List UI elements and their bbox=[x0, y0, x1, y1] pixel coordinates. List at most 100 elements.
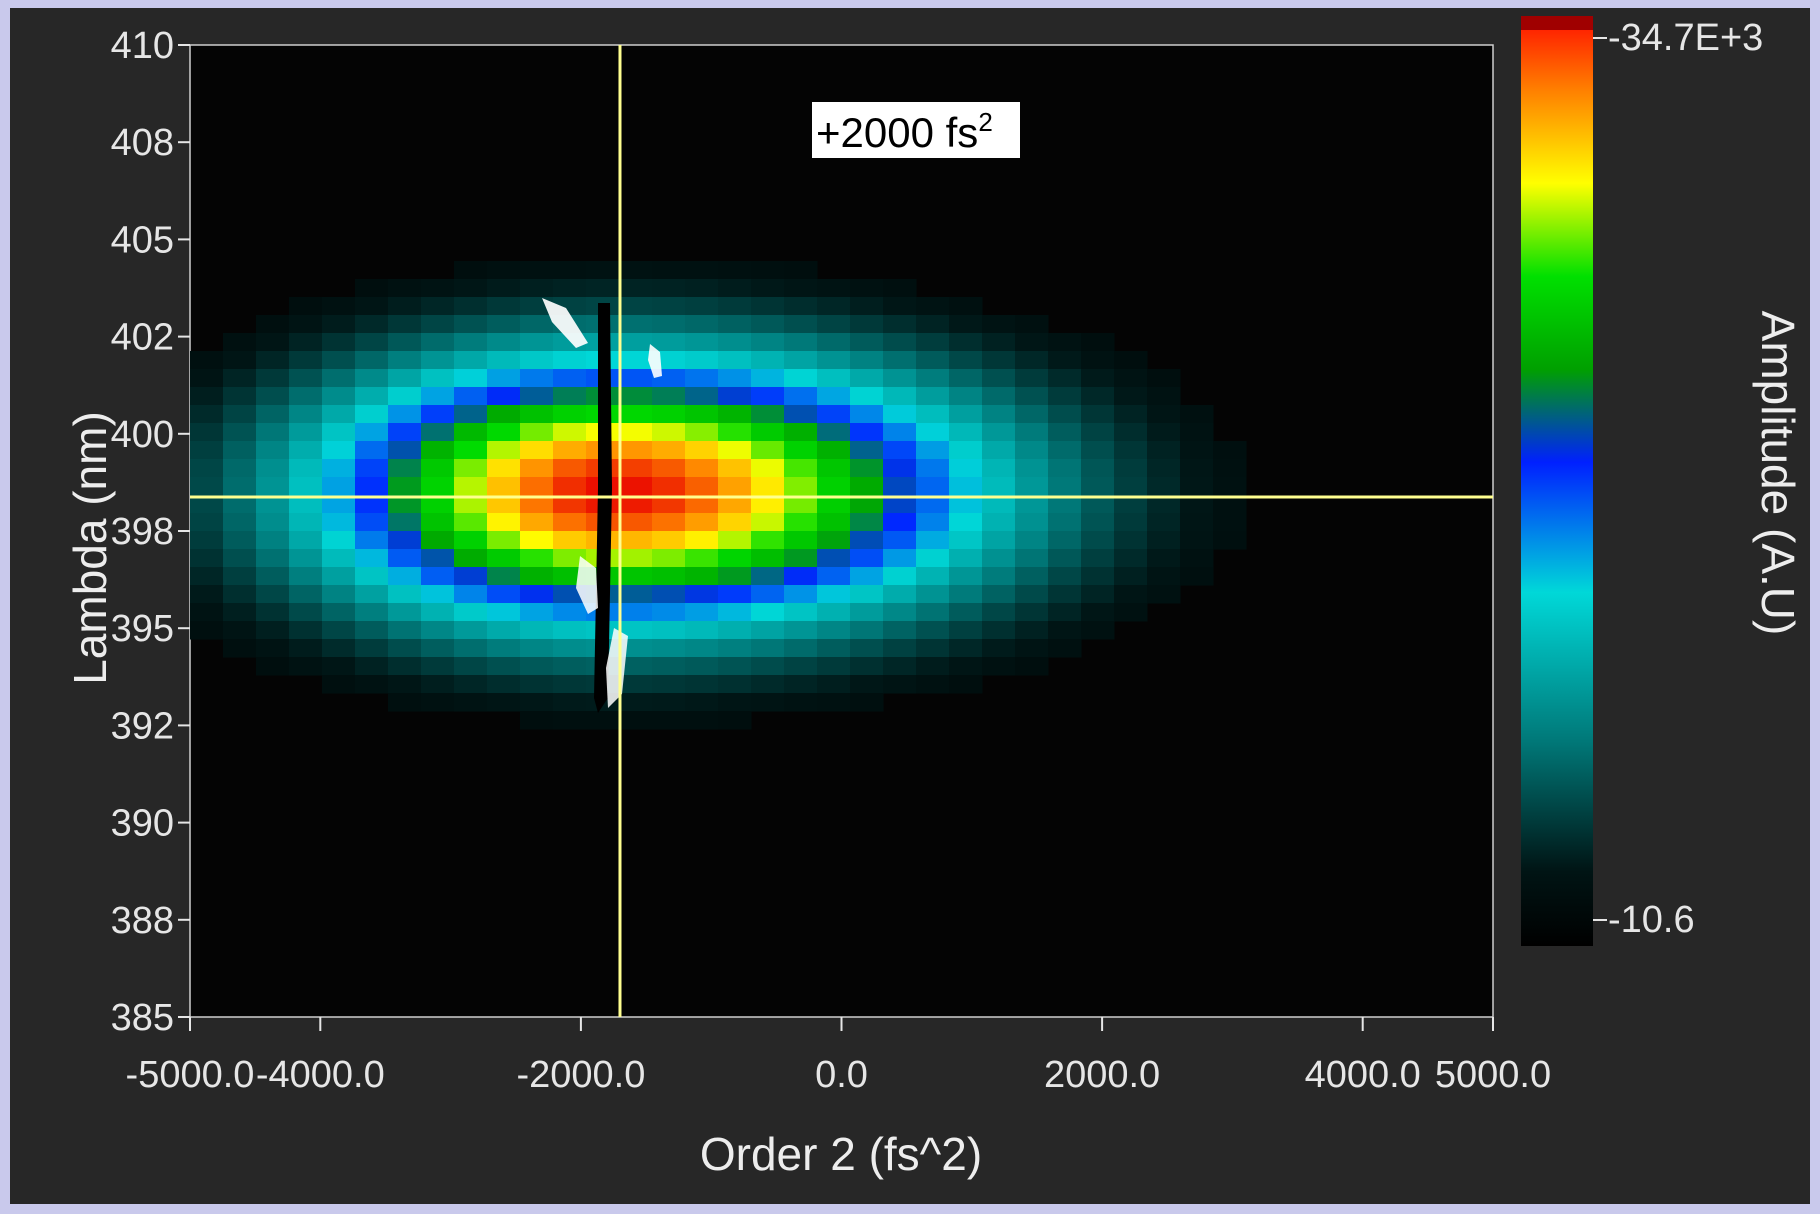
heatmap-cell bbox=[1015, 567, 1049, 586]
heatmap-cell bbox=[652, 657, 686, 676]
heatmap-cell bbox=[751, 279, 785, 298]
heatmap-cell bbox=[454, 585, 488, 604]
heatmap-cell bbox=[289, 621, 323, 640]
heatmap-cell bbox=[454, 261, 488, 280]
heatmap-cell bbox=[1213, 513, 1247, 532]
heatmap-cell bbox=[685, 531, 719, 550]
heatmap-cell bbox=[1048, 441, 1082, 460]
heatmap-cell bbox=[223, 441, 257, 460]
heatmap-cell bbox=[553, 495, 587, 514]
heatmap-cell bbox=[190, 567, 224, 586]
heatmap-cell bbox=[1015, 387, 1049, 406]
heatmap-cell bbox=[652, 333, 686, 352]
heatmap-cell bbox=[817, 423, 851, 442]
heatmap-cell bbox=[751, 675, 785, 694]
heatmap-cell bbox=[1081, 567, 1115, 586]
heatmap-cell bbox=[718, 657, 752, 676]
heatmap-cell bbox=[718, 567, 752, 586]
heatmap-cell bbox=[751, 567, 785, 586]
heatmap-cell bbox=[256, 441, 290, 460]
heatmap-cell bbox=[454, 603, 488, 622]
heatmap-cell bbox=[388, 549, 422, 568]
heatmap-cell bbox=[784, 513, 818, 532]
heatmap-cell bbox=[223, 585, 257, 604]
heatmap-cell bbox=[1048, 567, 1082, 586]
heatmap-cell bbox=[487, 513, 521, 532]
heatmap-cell bbox=[355, 405, 389, 424]
heatmap-cell bbox=[421, 315, 455, 334]
heatmap-cell bbox=[1015, 423, 1049, 442]
heatmap-cell bbox=[388, 459, 422, 478]
heatmap-cell bbox=[751, 333, 785, 352]
heatmap-cell bbox=[949, 603, 983, 622]
heatmap-cell bbox=[553, 639, 587, 658]
heatmap-cell bbox=[883, 513, 917, 532]
heatmap-cell bbox=[520, 495, 554, 514]
heatmap-cell bbox=[487, 495, 521, 514]
heatmap-cell bbox=[355, 315, 389, 334]
heatmap-cell bbox=[1081, 333, 1115, 352]
heatmap-cell bbox=[1114, 513, 1148, 532]
heatmap-cell bbox=[421, 513, 455, 532]
heatmap-cell bbox=[850, 495, 884, 514]
heatmap-cell bbox=[916, 513, 950, 532]
heatmap-cell bbox=[322, 459, 356, 478]
heatmap-cell bbox=[1015, 531, 1049, 550]
heatmap-cell bbox=[388, 279, 422, 298]
heatmap-cell bbox=[256, 333, 290, 352]
heatmap-cell bbox=[1180, 567, 1214, 586]
heatmap-cell bbox=[949, 351, 983, 370]
heatmap-cell bbox=[553, 477, 587, 496]
heatmap-cell bbox=[190, 405, 224, 424]
heatmap-cell bbox=[1015, 315, 1049, 334]
heatmap-cell bbox=[520, 261, 554, 280]
heatmap-cell bbox=[223, 459, 257, 478]
heatmap-cell bbox=[1147, 513, 1181, 532]
heatmap-cell bbox=[619, 585, 653, 604]
heatmap-cell bbox=[751, 531, 785, 550]
x-tick-label: -5000.0 bbox=[126, 1054, 255, 1096]
heatmap-cell bbox=[982, 333, 1016, 352]
heatmap-cell bbox=[850, 333, 884, 352]
heatmap-cell bbox=[1015, 639, 1049, 658]
heatmap-cell bbox=[289, 369, 323, 388]
heatmap-cell bbox=[322, 549, 356, 568]
heatmap-cell bbox=[1114, 603, 1148, 622]
heatmap-cell bbox=[850, 477, 884, 496]
heatmap-cell bbox=[718, 405, 752, 424]
colorbar-max-label: -34.7E+3 bbox=[1608, 17, 1763, 59]
heatmap-cell bbox=[520, 567, 554, 586]
heatmap-cell bbox=[751, 549, 785, 568]
heatmap-cell bbox=[223, 477, 257, 496]
heatmap-cell bbox=[421, 405, 455, 424]
heatmap-cell bbox=[784, 333, 818, 352]
heatmap-cell bbox=[883, 495, 917, 514]
heatmap-cell bbox=[652, 549, 686, 568]
heatmap-cell bbox=[388, 693, 422, 712]
heatmap-cell bbox=[1180, 477, 1214, 496]
heatmap-cell bbox=[388, 603, 422, 622]
heatmap-cell bbox=[850, 441, 884, 460]
heatmap-cell bbox=[850, 405, 884, 424]
heatmap-cell bbox=[982, 477, 1016, 496]
heatmap-cell bbox=[685, 585, 719, 604]
heatmap-cell bbox=[883, 441, 917, 460]
heatmap-cell bbox=[1147, 549, 1181, 568]
heatmap-cell bbox=[355, 477, 389, 496]
heatmap-cell bbox=[817, 297, 851, 316]
heatmap-cell bbox=[982, 459, 1016, 478]
heatmap-cell bbox=[1015, 351, 1049, 370]
heatmap-cell bbox=[520, 477, 554, 496]
heatmap-cell bbox=[883, 621, 917, 640]
heatmap-cell bbox=[817, 621, 851, 640]
heatmap-cell bbox=[520, 387, 554, 406]
heatmap-cell bbox=[718, 297, 752, 316]
heatmap-cell bbox=[916, 459, 950, 478]
heatmap-cell bbox=[1180, 423, 1214, 442]
heatmap-cell bbox=[982, 423, 1016, 442]
heatmap-cell bbox=[751, 351, 785, 370]
heatmap-cell bbox=[850, 639, 884, 658]
heatmap-cell bbox=[784, 441, 818, 460]
y-tick-label: 388 bbox=[111, 900, 174, 942]
heatmap-cell bbox=[454, 549, 488, 568]
